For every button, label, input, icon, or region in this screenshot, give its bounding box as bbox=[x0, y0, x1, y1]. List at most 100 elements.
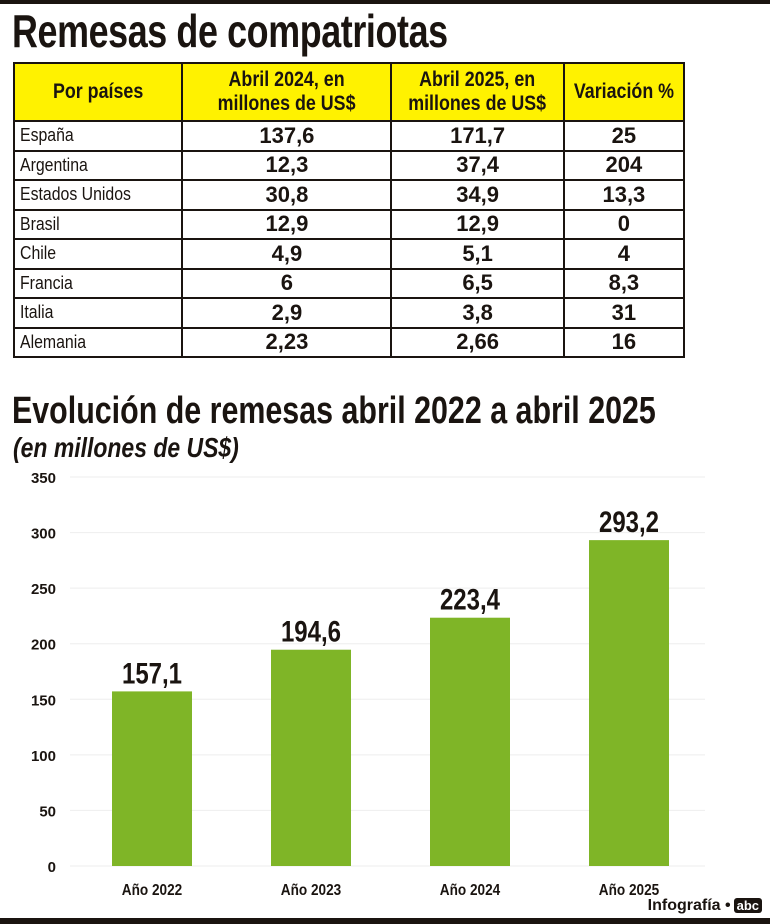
table-row: Francia 6 6,5 8,3 bbox=[12, 267, 686, 299]
value-cell: 171,7 bbox=[390, 120, 565, 152]
value-cell: 25 bbox=[562, 120, 686, 152]
table-row: Brasil 12,9 12,9 0 bbox=[12, 208, 686, 240]
cell-text: Estados Unidos bbox=[20, 184, 131, 205]
column-header: Abril 2024, en millones de US$ bbox=[181, 62, 393, 122]
value-cell: 13,3 bbox=[562, 179, 686, 211]
y-tick-label: 100 bbox=[31, 748, 56, 765]
cell-text: 8,3 bbox=[608, 270, 640, 296]
y-tick-label: 300 bbox=[31, 526, 56, 543]
cell-text: 30,8 bbox=[265, 181, 309, 207]
cell-text: 25 bbox=[611, 122, 637, 148]
x-category-label: Año 2022 bbox=[122, 882, 182, 899]
abc-logo: abc bbox=[733, 898, 762, 913]
cell-text: 13,3 bbox=[602, 181, 646, 207]
cell-text: 37,4 bbox=[456, 152, 500, 178]
value-cell: 0 bbox=[562, 208, 686, 240]
top-rule bbox=[0, 0, 770, 4]
x-category-label: Año 2025 bbox=[599, 882, 659, 899]
cell-text: España bbox=[20, 125, 74, 146]
cell-text: 4 bbox=[617, 240, 630, 266]
cell-text: Italia bbox=[20, 302, 54, 323]
y-tick-label: 150 bbox=[31, 692, 56, 709]
table-row: Argentina 12,3 37,4 204 bbox=[12, 149, 686, 181]
data-label: 157,1 bbox=[122, 656, 182, 690]
value-cell: 137,6 bbox=[181, 120, 393, 152]
country-cell: Argentina bbox=[12, 149, 184, 181]
bar bbox=[589, 540, 669, 866]
cell-text: 6 bbox=[280, 270, 294, 296]
value-cell: 12,9 bbox=[181, 208, 393, 240]
column-header-label: Abril 2024, en millones de US$ bbox=[217, 68, 356, 115]
cell-text: 2,23 bbox=[265, 329, 309, 355]
cell-text: 3,8 bbox=[462, 299, 493, 325]
column-header-label: Abril 2025, en millones de US$ bbox=[408, 68, 547, 115]
cell-text: Francia bbox=[20, 272, 73, 293]
chart-title: Evolución de remesas abril 2022 a abril … bbox=[12, 390, 656, 432]
bar bbox=[271, 649, 351, 866]
cell-text: 12,3 bbox=[265, 152, 309, 178]
value-cell: 37,4 bbox=[390, 149, 565, 181]
table-row: Chile 4,9 5,1 4 bbox=[12, 238, 686, 270]
country-cell: España bbox=[12, 120, 184, 152]
data-label: 293,2 bbox=[599, 505, 659, 539]
page-title: Remesas de compatriotas bbox=[12, 5, 448, 57]
value-cell: 12,3 bbox=[181, 149, 393, 181]
y-tick-label: 50 bbox=[39, 803, 56, 820]
bar bbox=[112, 691, 192, 866]
value-cell: 6 bbox=[181, 267, 393, 299]
value-cell: 16 bbox=[562, 326, 686, 358]
cell-text: Chile bbox=[20, 243, 57, 264]
value-cell: 30,8 bbox=[181, 179, 393, 211]
value-cell: 34,9 bbox=[390, 179, 565, 211]
value-cell: 2,23 bbox=[181, 326, 393, 358]
bottom-rule bbox=[0, 918, 770, 924]
cell-text: 2,9 bbox=[271, 299, 303, 325]
cell-text: 2,66 bbox=[456, 329, 500, 355]
value-cell: 2,66 bbox=[390, 326, 565, 358]
table-row: Estados Unidos 30,8 34,9 13,3 bbox=[12, 179, 686, 211]
country-cell: Alemania bbox=[12, 326, 184, 358]
y-tick-label: 200 bbox=[31, 637, 56, 654]
y-tick-label: 0 bbox=[48, 859, 56, 876]
column-header-label: Variación % bbox=[573, 80, 674, 103]
value-cell: 12,9 bbox=[390, 208, 565, 240]
cell-text: 31 bbox=[611, 299, 637, 325]
cell-text: 12,9 bbox=[456, 211, 500, 237]
cell-text: Alemania bbox=[20, 331, 87, 352]
cell-text: 12,9 bbox=[265, 211, 309, 237]
bar bbox=[430, 617, 510, 866]
remittances-table: Por países Abril 2024, en millones de US$… bbox=[12, 62, 686, 358]
value-cell: 6,5 bbox=[390, 267, 565, 299]
country-cell: Francia bbox=[12, 267, 184, 299]
credit-text: Infografía • bbox=[647, 897, 731, 914]
country-cell: Italia bbox=[12, 297, 184, 329]
cell-text: 5,1 bbox=[462, 240, 493, 266]
data-label: 223,4 bbox=[440, 582, 500, 616]
value-cell: 4 bbox=[562, 238, 686, 270]
y-tick-label: 350 bbox=[31, 470, 56, 487]
cell-text: 4,9 bbox=[271, 240, 303, 266]
table-row: España 137,6 171,7 25 bbox=[12, 120, 686, 152]
value-cell: 5,1 bbox=[390, 238, 565, 270]
chart-subtitle: (en millones de US$) bbox=[13, 432, 239, 463]
column-header: Abril 2025, en millones de US$ bbox=[390, 62, 565, 122]
x-category-label: Año 2023 bbox=[281, 882, 341, 899]
column-header: Variación % bbox=[562, 62, 686, 122]
cell-text: 137,6 bbox=[259, 122, 315, 148]
value-cell: 8,3 bbox=[562, 267, 686, 299]
column-header-label: Por países bbox=[53, 80, 144, 103]
x-category-label: Año 2024 bbox=[440, 882, 501, 899]
value-cell: 204 bbox=[562, 149, 686, 181]
country-cell: Brasil bbox=[12, 208, 184, 240]
cell-text: 0 bbox=[617, 211, 630, 237]
column-header: Por países bbox=[12, 62, 184, 122]
y-tick-label: 250 bbox=[31, 581, 56, 598]
table-row: Alemania 2,23 2,66 16 bbox=[12, 326, 686, 358]
cell-text: 171,7 bbox=[450, 122, 506, 148]
data-label: 194,6 bbox=[281, 614, 341, 648]
country-cell: Estados Unidos bbox=[12, 179, 184, 211]
cell-text: 6,5 bbox=[462, 270, 493, 296]
cell-text: 204 bbox=[605, 152, 643, 178]
